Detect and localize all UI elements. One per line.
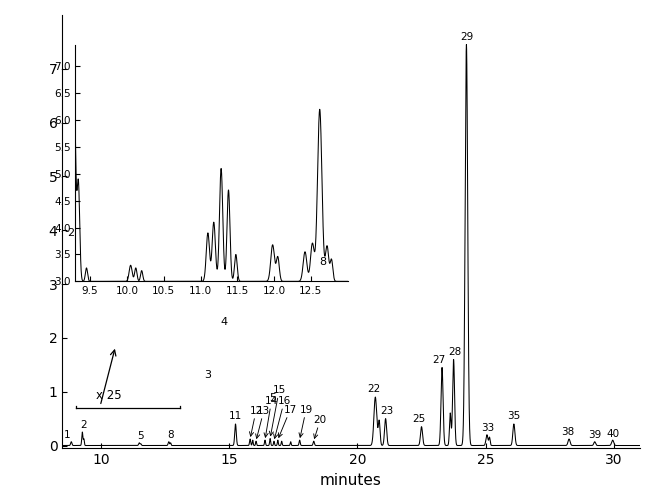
Text: 8: 8 — [319, 257, 326, 267]
Text: 2: 2 — [80, 420, 87, 430]
Text: 14: 14 — [264, 396, 278, 437]
Text: 39: 39 — [588, 430, 602, 440]
Text: 12: 12 — [249, 406, 262, 436]
Text: 11: 11 — [229, 411, 242, 421]
Text: 35: 35 — [507, 411, 520, 421]
Text: 33: 33 — [482, 423, 495, 433]
Text: 25: 25 — [413, 414, 426, 424]
Text: 40: 40 — [606, 428, 619, 439]
Text: 28: 28 — [448, 347, 461, 357]
Text: 19: 19 — [299, 405, 313, 437]
Text: 5: 5 — [137, 431, 144, 441]
Text: 22: 22 — [367, 384, 380, 394]
Text: 16: 16 — [274, 396, 291, 438]
Text: 2: 2 — [68, 228, 75, 238]
Text: 13: 13 — [256, 406, 270, 438]
Text: 4: 4 — [220, 317, 228, 327]
Text: 20: 20 — [314, 415, 327, 438]
Text: 15: 15 — [270, 385, 286, 436]
Text: x 25: x 25 — [96, 389, 121, 402]
Text: 38: 38 — [561, 427, 575, 437]
Text: 1: 1 — [64, 430, 71, 440]
X-axis label: minutes: minutes — [320, 473, 382, 488]
Text: 27: 27 — [432, 355, 445, 365]
Text: 29: 29 — [461, 32, 474, 42]
Text: 5: 5 — [269, 393, 276, 403]
Text: 8: 8 — [167, 430, 173, 440]
Text: 17: 17 — [278, 405, 297, 437]
Text: 3: 3 — [205, 371, 211, 380]
Text: 23: 23 — [380, 406, 394, 416]
